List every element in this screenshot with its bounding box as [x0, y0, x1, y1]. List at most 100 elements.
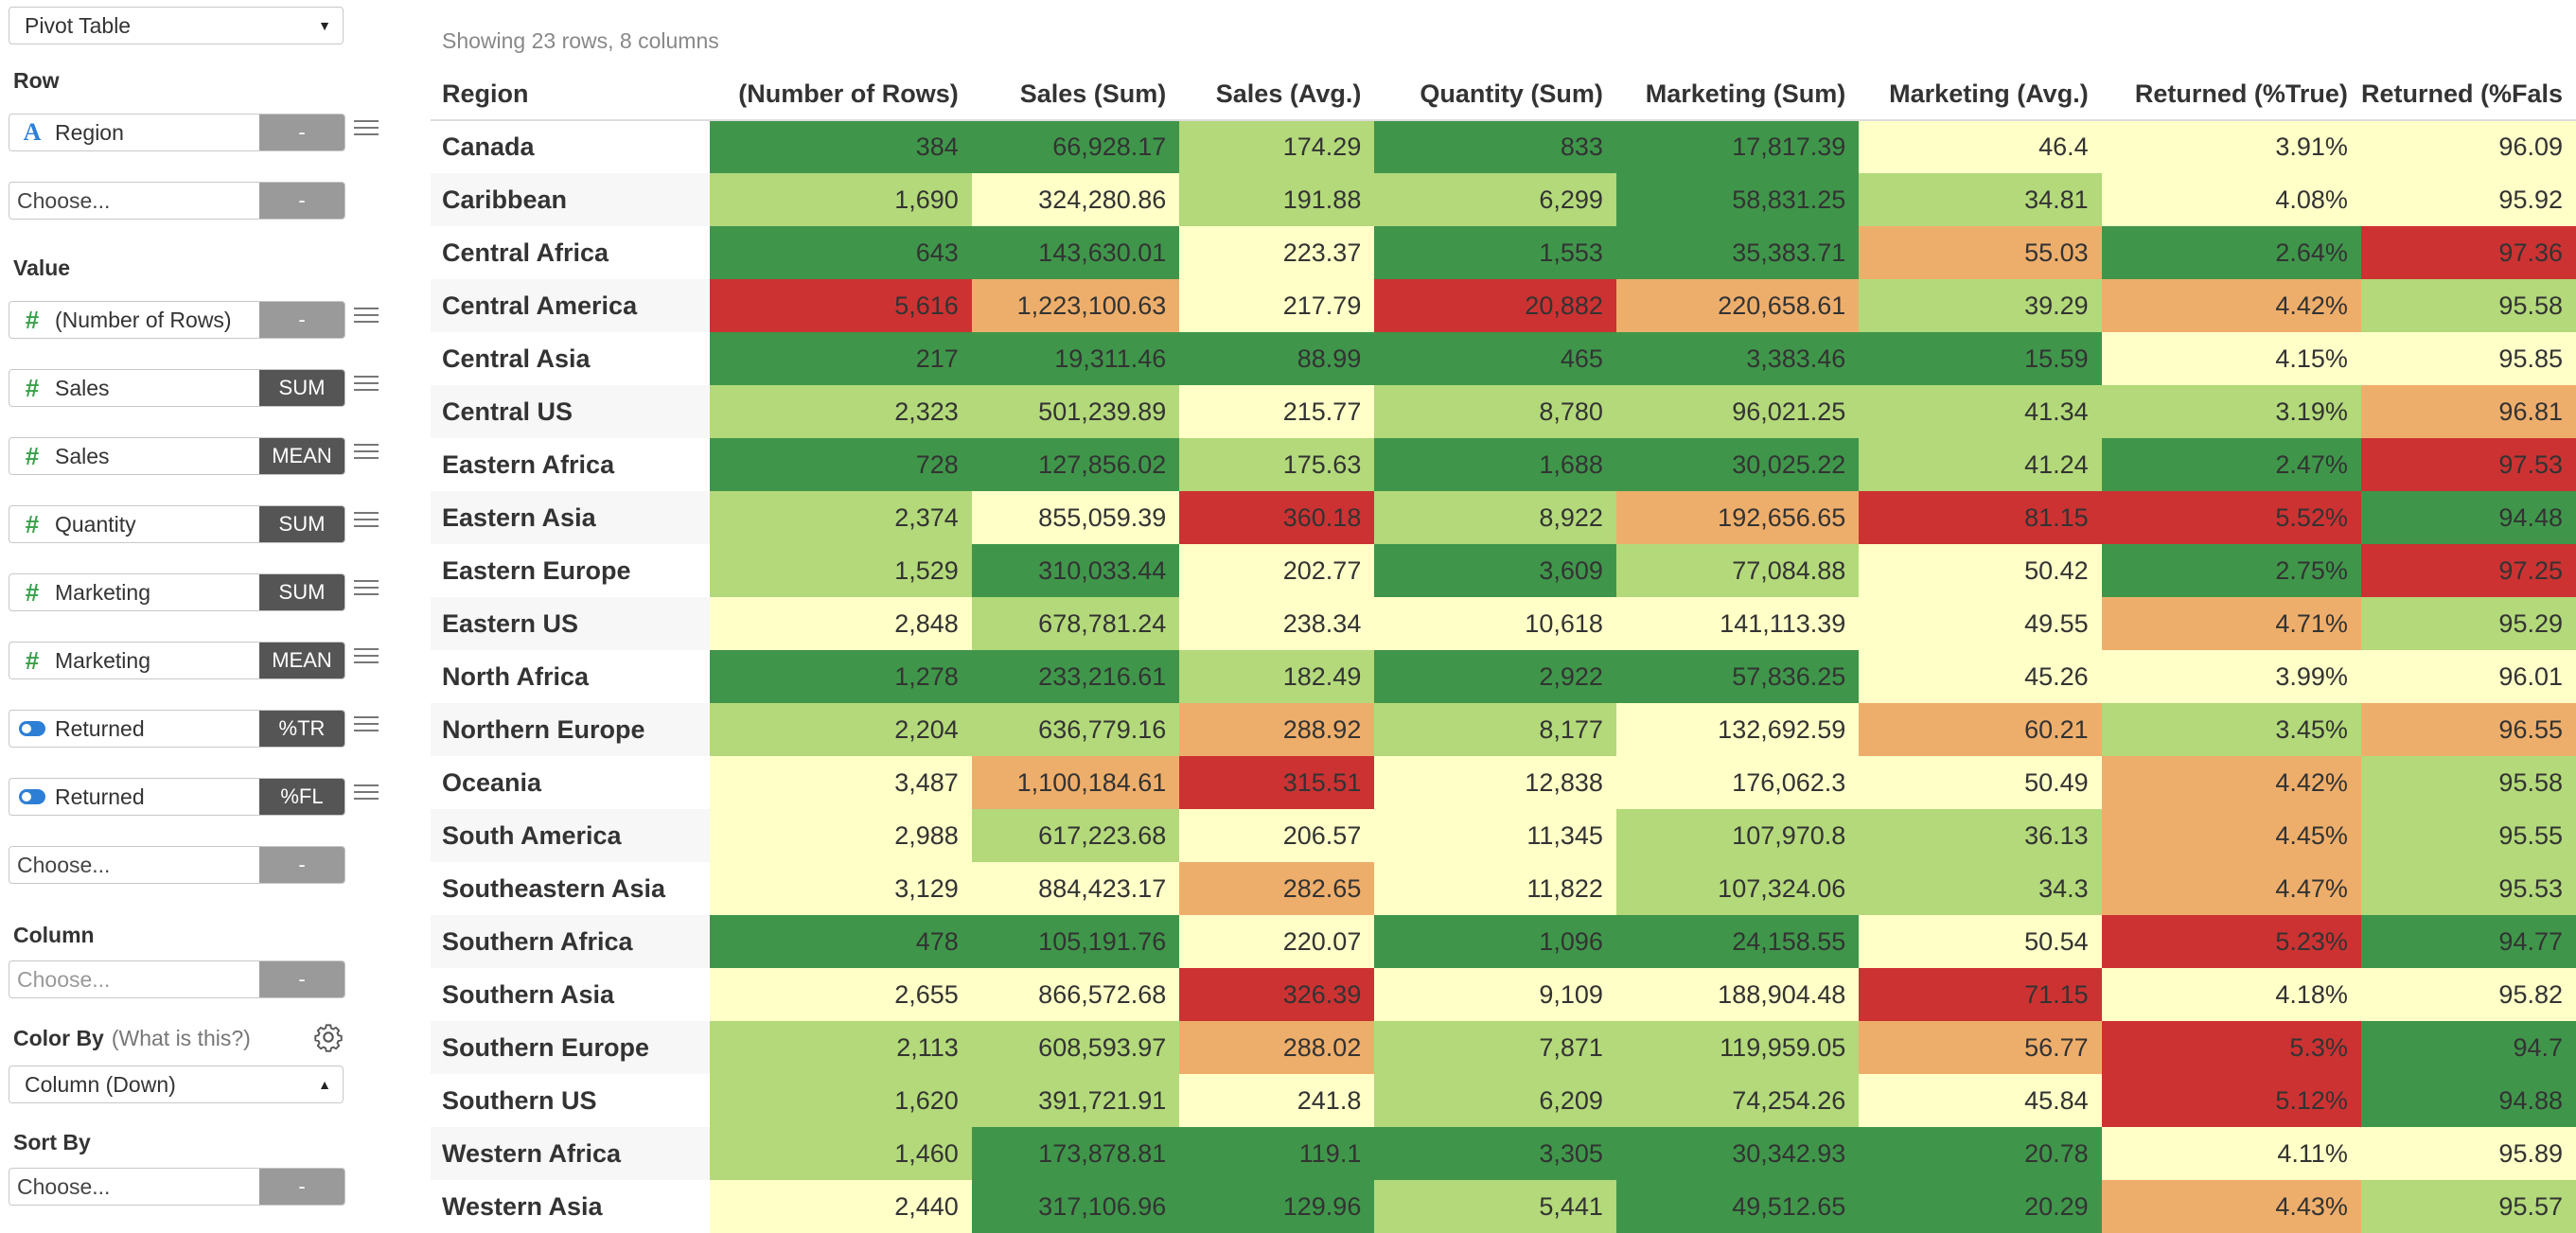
row-choose-field[interactable]: Choose... - — [9, 182, 345, 220]
table-cell: 241.8 — [1179, 1074, 1375, 1127]
table-cell: 119.1 — [1179, 1127, 1375, 1180]
drag-handle-icon[interactable] — [354, 507, 379, 532]
table-cell: 34.3 — [1859, 862, 2102, 915]
value-field-returned-true[interactable]: Returned %TR — [9, 710, 345, 748]
table-cell: 8,780 — [1374, 385, 1616, 438]
value-agg-button[interactable]: %TR — [259, 711, 344, 747]
table-cell: 324,280.86 — [971, 173, 1180, 226]
table-cell: 188,904.48 — [1615, 968, 1860, 1021]
table-row: Western Asia 2,440 317,106.96 129.96 5,441 49… — [431, 1180, 2576, 1233]
table-cell: 96.81 — [2360, 385, 2576, 438]
table-cell: 50.54 — [1859, 915, 2102, 968]
table-cell: 46.4 — [1859, 120, 2102, 173]
value-choose-field[interactable]: Choose... - — [9, 846, 345, 884]
number-type-icon: # — [25, 509, 40, 538]
table-cell: 2.64% — [2101, 226, 2361, 279]
column-header[interactable]: Marketing (Avg.) — [1859, 69, 2102, 121]
row-choose-placeholder: Choose... — [17, 187, 111, 213]
value-field-number-of-rows[interactable]: # (Number of Rows) - — [9, 301, 345, 339]
table-cell: 884,423.17 — [971, 862, 1180, 915]
value-agg-button[interactable]: MEAN — [259, 438, 344, 474]
column-choose-field[interactable]: Choose... - — [9, 960, 345, 998]
value-agg-button[interactable]: SUM — [259, 574, 344, 610]
column-section-label: Column — [13, 923, 95, 947]
value-field-quantity-sum[interactable]: # Quantity SUM — [9, 505, 345, 543]
table-cell: 45.26 — [1859, 650, 2102, 703]
value-field-marketing-mean[interactable]: # Marketing MEAN — [9, 642, 345, 679]
column-header[interactable]: Region — [431, 69, 711, 121]
table-cell: 95.58 — [2360, 279, 2576, 332]
color-by-dropdown[interactable]: Column (Down) ▲ — [9, 1066, 344, 1103]
row-field-region[interactable]: A Region - — [9, 114, 345, 151]
table-cell: 95.29 — [2360, 597, 2576, 650]
table-cell: 95.55 — [2360, 809, 2576, 862]
value-field-label: Sales — [55, 375, 110, 400]
column-header[interactable]: Sales (Sum) — [971, 69, 1180, 121]
value-field-sales-mean[interactable]: # Sales MEAN — [9, 437, 345, 475]
table-cell: 643 — [710, 226, 972, 279]
column-header[interactable]: Quantity (Sum) — [1374, 69, 1616, 121]
table-row: Southern Africa 478 105,191.76 220.07 1,096 2… — [431, 915, 2576, 968]
table-cell: 4.47% — [2101, 862, 2361, 915]
row-header: Central Asia — [431, 332, 711, 385]
drag-handle-icon[interactable] — [354, 439, 379, 464]
drag-handle-icon[interactable] — [354, 303, 379, 327]
table-cell: 36.13 — [1859, 809, 2102, 862]
drag-handle-icon[interactable] — [354, 575, 379, 600]
value-agg-button[interactable]: MEAN — [259, 643, 344, 678]
value-field-returned-false[interactable]: Returned %FL — [9, 778, 345, 816]
row-field-agg-button[interactable]: - — [259, 114, 344, 150]
table-cell: 1,529 — [710, 544, 972, 597]
table-row: Canada 384 66,928.17 174.29 833 17,817.39 46.4… — [431, 120, 2576, 173]
table-cell: 4.45% — [2101, 809, 2361, 862]
table-cell: 12,838 — [1374, 756, 1616, 809]
table-cell: 4.42% — [2101, 279, 2361, 332]
drag-handle-icon[interactable] — [354, 371, 379, 396]
gear-icon[interactable] — [313, 1022, 344, 1052]
row-field-label: Region — [55, 119, 124, 145]
value-choose-agg-button[interactable]: - — [259, 847, 344, 883]
table-cell: 20,882 — [1374, 279, 1616, 332]
table-cell: 56.77 — [1859, 1021, 2102, 1074]
table-cell: 6,209 — [1374, 1074, 1616, 1127]
table-row: Central America 5,616 1,223,100.63 217.79 20… — [431, 279, 2576, 332]
value-field-marketing-sum[interactable]: # Marketing SUM — [9, 573, 345, 611]
value-field-sales-sum[interactable]: # Sales SUM — [9, 369, 345, 407]
table-cell: 3,383.46 — [1615, 332, 1860, 385]
table-cell: 107,970.8 — [1615, 809, 1860, 862]
sort-choose-field[interactable]: Choose... - — [9, 1168, 345, 1206]
drag-handle-icon[interactable] — [354, 115, 379, 140]
table-cell: 501,239.89 — [971, 385, 1180, 438]
table-cell: 96.01 — [2360, 650, 2576, 703]
column-header[interactable]: Returned (%Fals — [2360, 69, 2576, 121]
table-cell: 20.29 — [1859, 1180, 2102, 1233]
table-row: Central US 2,323 501,239.89 215.77 8,780 96,0… — [431, 385, 2576, 438]
table-cell: 15.59 — [1859, 332, 2102, 385]
column-header[interactable]: Returned (%True) — [2101, 69, 2361, 121]
drag-handle-icon[interactable] — [354, 643, 379, 668]
table-row: Caribbean 1,690 324,280.86 191.88 6,299 58,83… — [431, 173, 2576, 226]
value-field-label: Returned — [55, 784, 145, 809]
value-agg-button[interactable]: SUM — [259, 506, 344, 542]
table-cell: 5.23% — [2101, 915, 2361, 968]
value-agg-button[interactable]: %FL — [259, 779, 344, 815]
value-agg-button[interactable]: - — [259, 302, 344, 338]
column-header[interactable]: (Number of Rows) — [710, 69, 972, 121]
value-agg-button[interactable]: SUM — [259, 370, 344, 406]
row-header: Western Africa — [431, 1127, 711, 1180]
visualization-type-dropdown[interactable]: Pivot Table ▼ — [9, 7, 344, 44]
drag-handle-icon[interactable] — [354, 712, 379, 736]
column-choose-agg-button[interactable]: - — [259, 961, 344, 997]
table-cell: 636,779.16 — [971, 703, 1180, 756]
column-header[interactable]: Marketing (Sum) — [1615, 69, 1860, 121]
sort-choose-agg-button[interactable]: - — [259, 1169, 344, 1205]
color-by-help-link[interactable]: (What is this?) — [111, 1026, 251, 1050]
number-type-icon: # — [25, 305, 40, 334]
drag-handle-icon[interactable] — [354, 780, 379, 804]
row-choose-agg-button[interactable]: - — [259, 183, 344, 219]
table-cell: 191.88 — [1179, 173, 1375, 226]
number-type-icon: # — [25, 373, 40, 402]
table-cell: 4.42% — [2101, 756, 2361, 809]
column-header[interactable]: Sales (Avg.) — [1179, 69, 1375, 121]
table-cell: 2,204 — [710, 703, 972, 756]
